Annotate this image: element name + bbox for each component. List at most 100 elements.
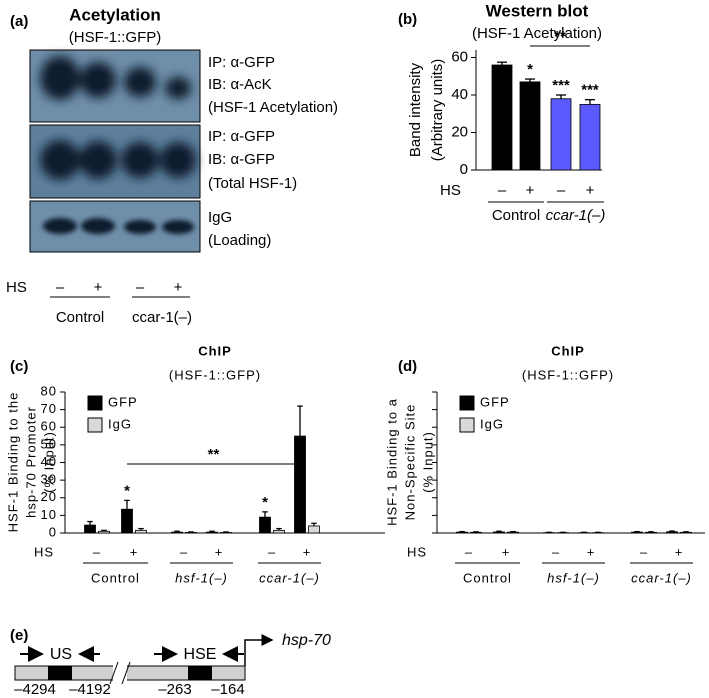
group-label: hsf-1(–) xyxy=(547,570,600,585)
chart-subtitle: (HSF-1 Acetylation) xyxy=(472,25,602,42)
bar xyxy=(220,532,232,534)
chart-title: ChIP xyxy=(198,343,232,358)
y-axis-label: Non-Specific Site xyxy=(402,404,417,521)
panel-label: (e) xyxy=(10,627,28,644)
y-tick-label: 50 xyxy=(41,436,57,451)
chart-subtitle: (HSF-1::GFP) xyxy=(169,367,261,382)
group-label: Control xyxy=(463,570,512,585)
y-axis-label: hsp-70 Promoter xyxy=(23,406,38,518)
x-tick-label: – xyxy=(93,544,101,559)
x-tick-label: + xyxy=(675,544,684,559)
y-tick-label: 60 xyxy=(451,48,468,65)
blot-title: Acetylation xyxy=(69,5,161,24)
y-tick-label: 80 xyxy=(41,383,57,398)
panel-a: (a) Acetylation (HSF-1::GFP) IP: α-GFP I… xyxy=(6,5,338,325)
bar xyxy=(121,508,133,534)
row-label: IB: α-GFP xyxy=(208,151,275,168)
x-tick-label: – xyxy=(268,544,276,559)
significance-marker: * xyxy=(262,494,268,511)
panel-e: (e) US HSE hsp-70 –4294 –4192 –263 –164 xyxy=(10,627,331,698)
group-label: hsf-1(–) xyxy=(175,570,228,585)
y-tick-label: 10 xyxy=(41,507,57,522)
x-tick-label: – xyxy=(557,182,566,199)
position-label: –164 xyxy=(211,681,244,698)
bar xyxy=(645,531,657,534)
bar xyxy=(456,531,468,534)
bar xyxy=(206,531,218,534)
element-label: US xyxy=(50,646,72,663)
lane-label: – xyxy=(136,279,145,296)
y-axis-label: Band intensity xyxy=(407,62,424,157)
legend-swatch xyxy=(87,417,103,433)
bar xyxy=(470,531,482,534)
y-tick-label: 70 xyxy=(41,401,57,416)
panel-label: (c) xyxy=(10,358,28,375)
row-label: (Total HSF-1) xyxy=(208,175,297,192)
bar xyxy=(680,531,692,534)
x-row-label: HS xyxy=(407,544,427,559)
x-tick-label: + xyxy=(215,544,224,559)
y-axis-label: HSF-1 Binding to a xyxy=(384,398,399,526)
bar xyxy=(185,532,197,534)
gene-label: hsp-70 xyxy=(282,632,331,649)
bar xyxy=(171,531,183,534)
legend-swatch xyxy=(459,417,475,433)
row-label: IgG xyxy=(208,209,232,226)
y-tick-label: 60 xyxy=(41,419,57,434)
group-label: ccar-1(–) xyxy=(259,570,320,585)
promoter-bar xyxy=(14,665,246,681)
y-tick-label: 0 xyxy=(460,161,468,178)
group-label: ccar-1(–) xyxy=(631,570,692,585)
position-label: –4294 xyxy=(14,681,56,698)
significance-marker: ** xyxy=(208,446,220,463)
significance-marker: *** xyxy=(552,77,570,94)
x-tick-label: + xyxy=(586,182,595,199)
significance-marker: ** xyxy=(554,28,566,45)
legend-label: GFP xyxy=(108,394,138,409)
legend-swatch xyxy=(87,395,103,411)
element-label: HSE xyxy=(184,646,217,663)
chart-subtitle: (HSF-1::GFP) xyxy=(522,367,614,382)
bar xyxy=(294,435,306,534)
bar xyxy=(308,525,320,534)
row-label: (HSF-1 Acetylation) xyxy=(208,99,338,116)
x-tick-label: – xyxy=(498,182,507,199)
x-tick-label: + xyxy=(502,544,511,559)
bar xyxy=(98,530,110,534)
position-label: –263 xyxy=(158,681,191,698)
break xyxy=(113,662,127,684)
panel-label: (b) xyxy=(398,11,417,28)
x-tick-label: + xyxy=(587,544,596,559)
x-tick-label: + xyxy=(130,544,139,559)
bar xyxy=(550,98,572,171)
bar xyxy=(519,81,541,171)
x-tick-label: – xyxy=(640,544,648,559)
bar xyxy=(631,531,643,534)
legend-label: IgG xyxy=(480,416,504,431)
x-tick-label: – xyxy=(552,544,560,559)
significance-marker: *** xyxy=(581,82,599,99)
tss-arrow xyxy=(244,634,274,666)
bar xyxy=(84,524,96,534)
group-label: Control xyxy=(56,309,104,326)
us-box xyxy=(48,666,72,680)
y-axis-label: (% Input) xyxy=(420,431,435,493)
group-label: Control xyxy=(91,570,140,585)
bar xyxy=(135,529,147,534)
y-tick-label: 40 xyxy=(41,454,57,469)
y-tick-label: 0 xyxy=(49,524,57,539)
group-label: ccar-1(–) xyxy=(546,207,606,224)
row-label: IP: α-GFP xyxy=(208,54,275,71)
x-row-label: HS xyxy=(440,182,461,199)
chart-title: ChIP xyxy=(551,343,585,358)
bar xyxy=(259,516,271,534)
hs-label: HS xyxy=(6,279,27,296)
y-tick-label: 20 xyxy=(41,489,57,504)
bar xyxy=(579,103,601,171)
x-tick-label: + xyxy=(526,182,535,199)
significance-marker: * xyxy=(124,482,130,499)
position-label: –4192 xyxy=(69,681,111,698)
hse-box xyxy=(188,666,212,680)
group-label: ccar-1(–) xyxy=(132,309,192,326)
